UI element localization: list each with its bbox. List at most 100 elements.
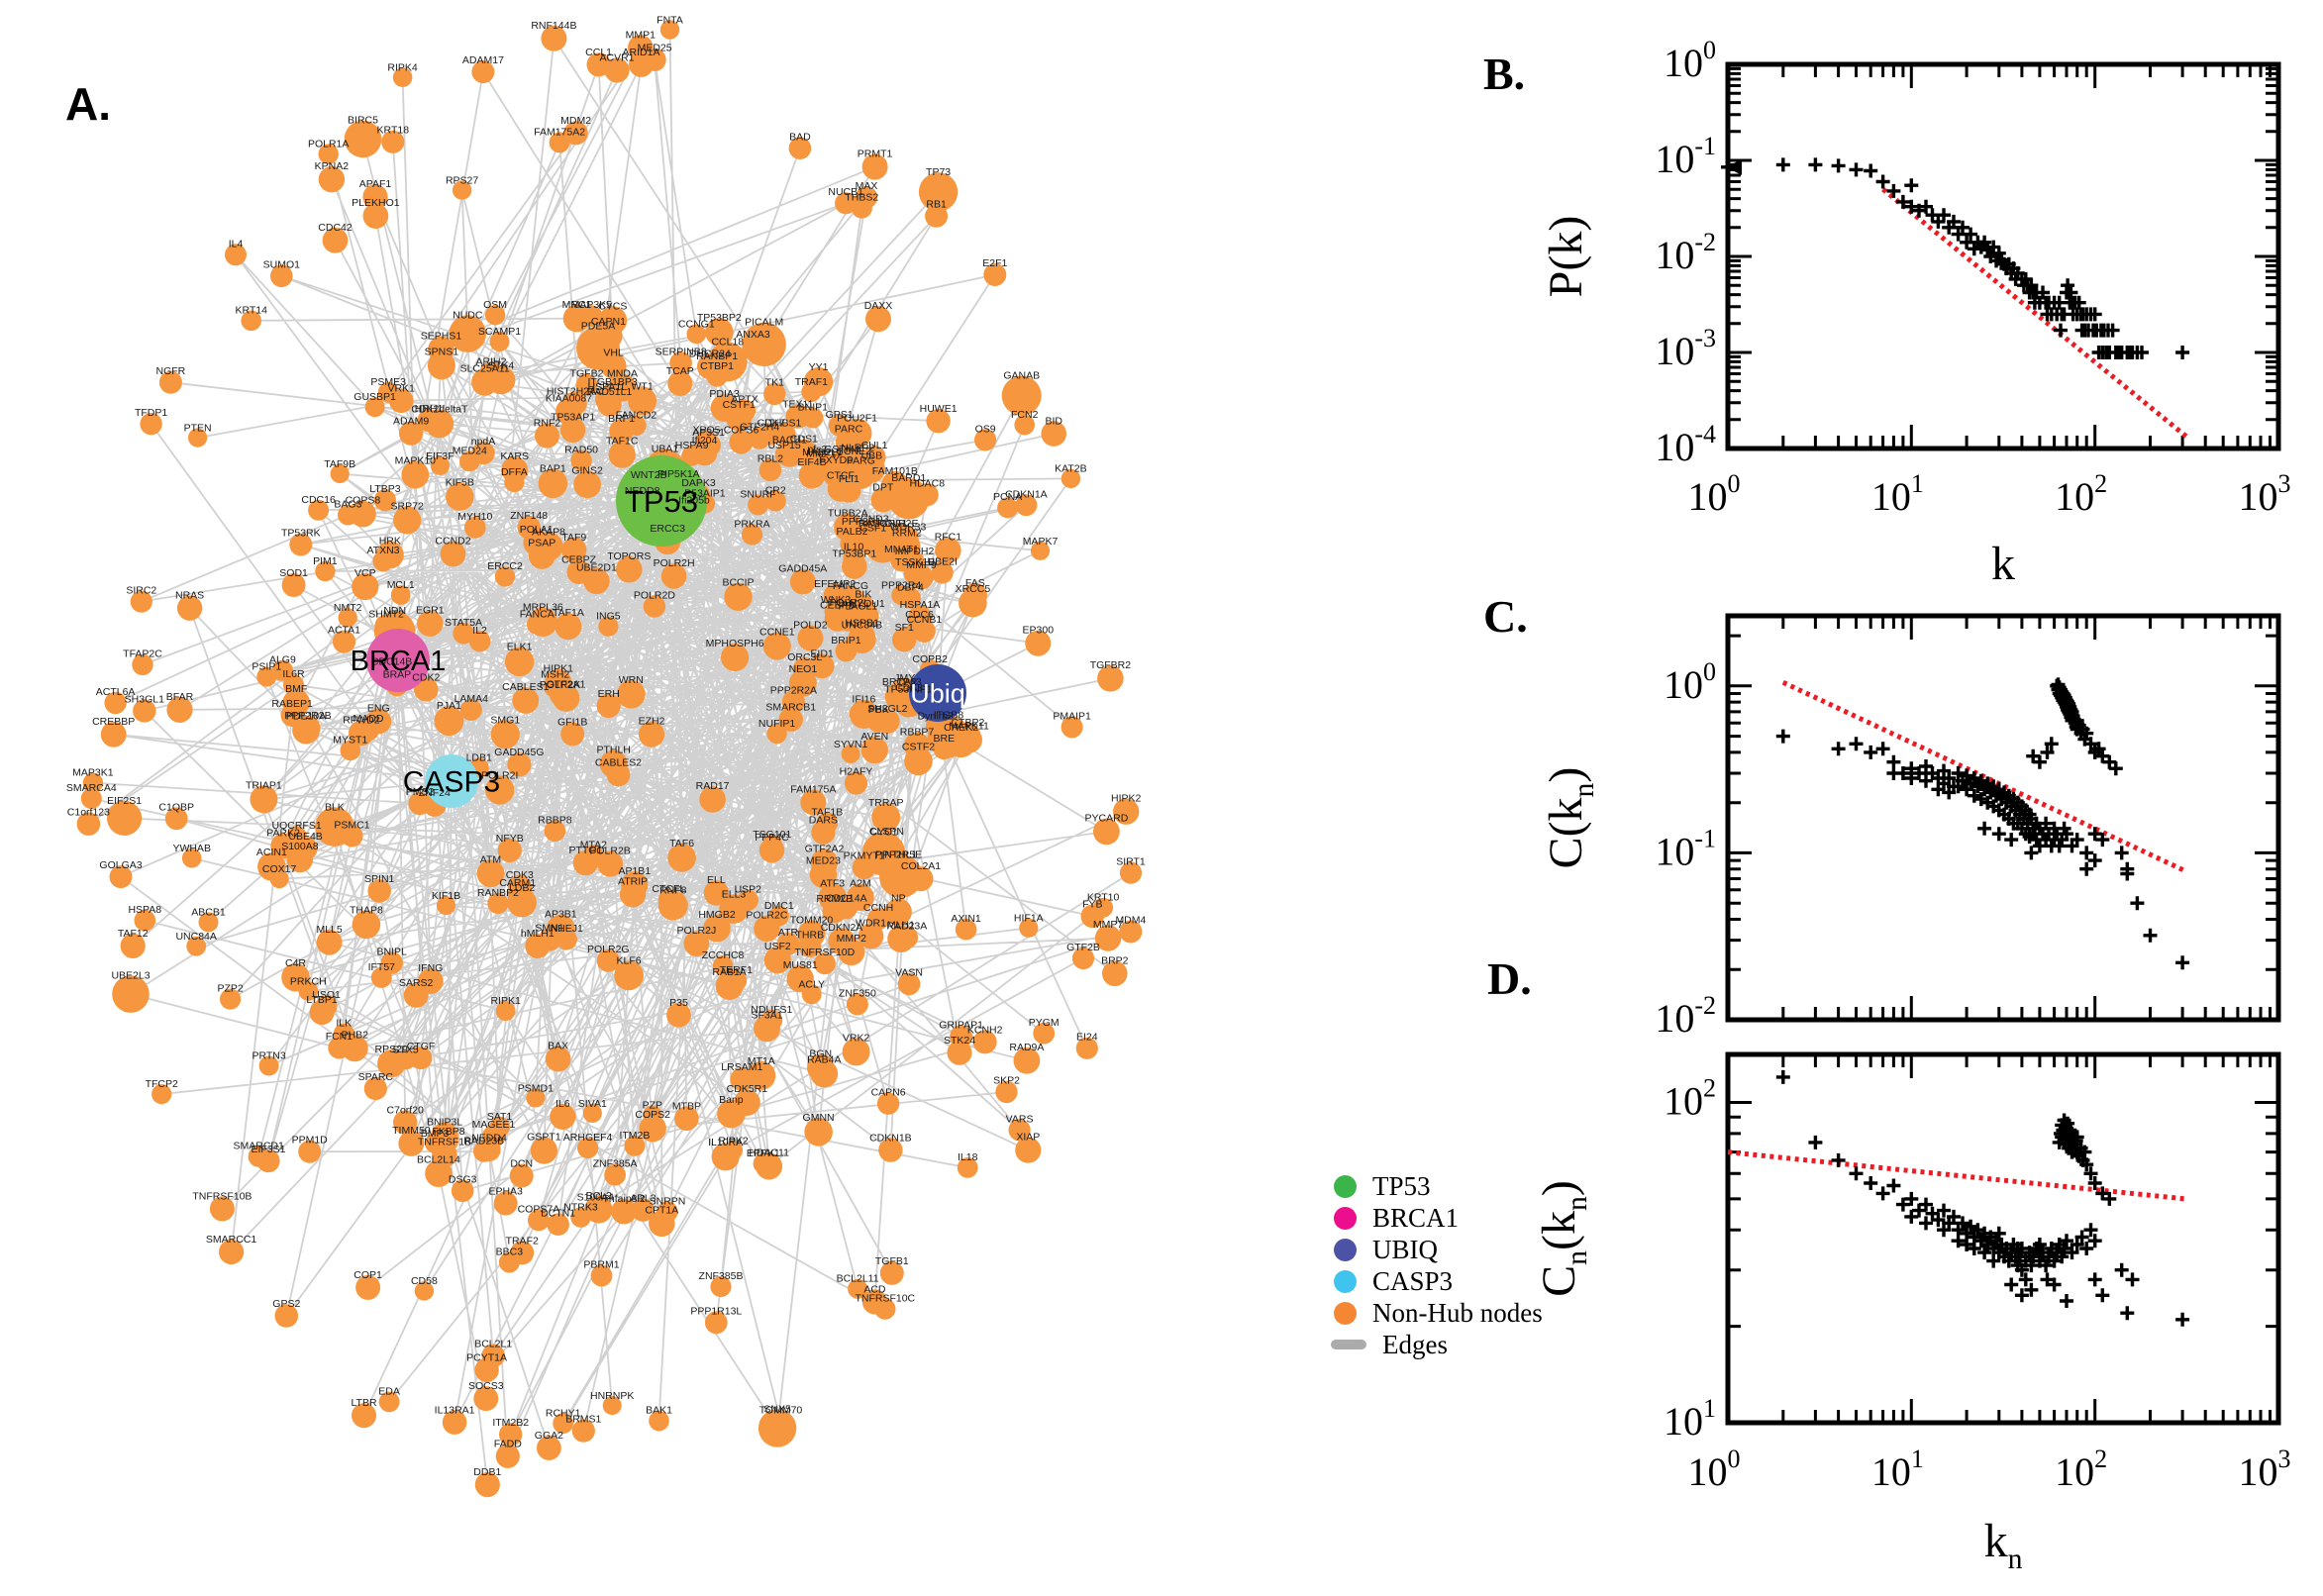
network-node-label: POLR2E <box>877 518 918 530</box>
network-node <box>362 184 388 210</box>
network-node-label: HSPA1A <box>900 599 941 611</box>
legend-item-brca1: BRCA1 <box>1334 1202 1543 1234</box>
network-node <box>409 1047 433 1070</box>
network-node-label: MAPK10 <box>395 455 437 467</box>
hub-node-label: Ubiq <box>910 678 965 708</box>
network-node-label: GTF2A2 <box>805 844 845 855</box>
network-node <box>865 306 891 333</box>
network-node <box>258 1055 279 1076</box>
axis-frame <box>1725 613 2281 1023</box>
network-node-label: TRAF2 <box>506 1235 539 1247</box>
network-node-label: EFEMP2 <box>814 578 856 590</box>
network-node <box>430 455 450 475</box>
network-node <box>1001 375 1042 416</box>
network-node-label: WNT2B <box>631 469 667 481</box>
network-node <box>870 487 896 513</box>
network-node-label: SOD1 <box>279 567 308 579</box>
network-node-label: BMF <box>285 683 307 695</box>
network-node <box>879 1260 904 1285</box>
network-node-label: CSTF1 <box>723 399 756 411</box>
network-node <box>666 1002 691 1028</box>
network-node-label: RRM2 <box>892 527 922 539</box>
network-node-label: HDAC8 <box>910 477 946 489</box>
network-node-label: PLEKHO1 <box>352 197 400 209</box>
hub-node-casp3 <box>425 754 478 808</box>
network-node-label: TP73 <box>926 166 951 178</box>
network-node <box>352 1403 376 1429</box>
network-node <box>643 1105 662 1125</box>
network-node <box>758 458 782 482</box>
network-node-label: PPP2R5E <box>875 849 922 861</box>
network-node-label: PICALM <box>745 317 783 329</box>
network-node-label: RAB4A <box>807 1054 841 1066</box>
network-node-label: GTF2B <box>1066 942 1100 953</box>
network-node-label: KCNH2 <box>967 1024 1003 1036</box>
network-node <box>776 933 800 955</box>
network-node <box>485 775 515 805</box>
network-node-label: UBE4B <box>288 831 322 843</box>
network-node-label: HSPA9 <box>675 440 709 451</box>
network-node <box>626 415 647 436</box>
network-node <box>550 1103 576 1130</box>
network-node <box>176 595 203 621</box>
network-node <box>729 430 754 454</box>
network-node-label: SMG1 <box>490 714 520 726</box>
network-node-label: TAF9B <box>324 458 355 470</box>
network-node-label: CLSPN <box>869 826 904 838</box>
network-node-label: TAF1A <box>553 607 584 619</box>
network-node-label: HIF1A <box>1014 913 1044 925</box>
network-node-label: HRK <box>379 535 401 547</box>
network-node-label: RPS29 <box>375 1044 408 1055</box>
network-node <box>315 807 354 847</box>
network-node-label: PZP <box>643 1100 662 1112</box>
network-node-label: STK24 <box>944 1035 975 1047</box>
network-node-label: SUMO1 <box>263 259 301 271</box>
network-node-label: OS9 <box>975 423 996 435</box>
network-node <box>318 144 339 164</box>
network-node-label: JMY <box>894 672 915 684</box>
network-node <box>707 342 748 382</box>
network-node-label: SNURF <box>740 489 775 501</box>
network-node <box>378 1391 400 1413</box>
network-node <box>599 749 628 778</box>
ubiq-dot-icon <box>1334 1238 1357 1261</box>
network-node <box>742 322 786 367</box>
network-node-label: COP1 <box>354 1269 382 1281</box>
network-node <box>499 1423 523 1446</box>
network-node <box>449 315 487 352</box>
network-node <box>807 1053 835 1082</box>
network-node <box>1033 1022 1056 1045</box>
network-node <box>507 752 532 777</box>
network-node-label: TP53BP2 <box>697 312 742 324</box>
network-node <box>453 623 474 645</box>
network-node <box>848 625 876 653</box>
network-node <box>82 772 104 793</box>
legend-item-label: Edges <box>1382 1329 1448 1359</box>
network-node-label: ATF3 <box>820 877 845 889</box>
network-node <box>442 1410 467 1435</box>
network-node <box>892 628 917 652</box>
network-node <box>686 324 707 345</box>
network-node-label: CCND3 <box>853 513 888 525</box>
network-node-label: PALB2 <box>837 526 868 538</box>
network-node <box>507 887 537 918</box>
network-node <box>957 1157 978 1178</box>
network-node-label: GPS2 <box>272 1298 300 1310</box>
network-node-label: POLR2H <box>654 557 695 569</box>
network-node-label: TOPORS <box>607 550 651 562</box>
y-tick-label: 100 <box>1664 657 1716 707</box>
network-node <box>1041 421 1066 447</box>
network-node <box>490 720 520 749</box>
network-node <box>838 939 865 966</box>
network-node-label: GADD45A <box>778 563 827 575</box>
network-node-label: ATXN3 <box>366 545 399 556</box>
network-node <box>580 305 603 328</box>
network-node-label: AP3B1 <box>545 909 577 921</box>
network-node <box>120 933 146 959</box>
network-node-label: LAMA4 <box>454 693 489 705</box>
panel-d-label: D. <box>1487 953 1532 1004</box>
network-node-label: ATM <box>480 853 501 865</box>
network-node-label: CAPN1 <box>591 316 626 328</box>
network-node <box>528 543 556 569</box>
